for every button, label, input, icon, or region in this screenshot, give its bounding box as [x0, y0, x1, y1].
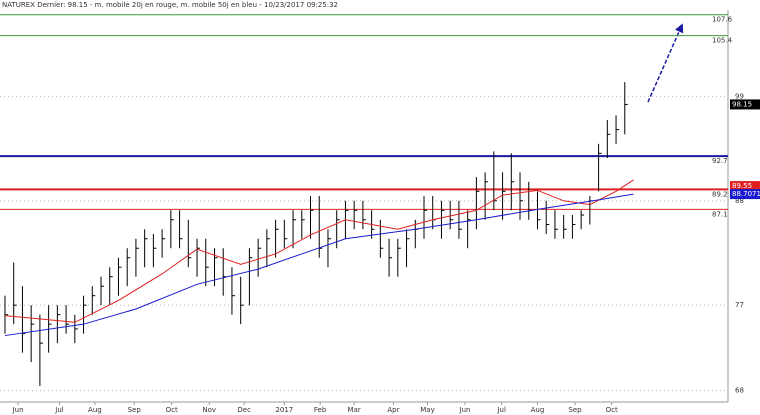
x-tick-label: Mar [348, 406, 361, 414]
price-tag-label: 98.15 [732, 100, 752, 108]
moving-average [4, 193, 634, 337]
price-tag [730, 181, 760, 192]
moving-average [4, 179, 634, 323]
x-tick-label: 2017 [275, 406, 293, 414]
x-tick-label: Aug [531, 406, 545, 414]
x-tick-label: Oct [606, 406, 618, 414]
y-tick-label: 77 [735, 301, 744, 309]
x-tick-label: Jul [496, 406, 506, 414]
price-tag [730, 99, 760, 110]
chart-title: NATUREX Dernier: 98.15 - m. mobile 20j e… [2, 1, 338, 9]
x-tick-label: Apr [387, 406, 399, 414]
x-tick-label: May [420, 406, 434, 414]
level-label: 105.4 [712, 37, 733, 45]
price-tag-label: 88.7071 [732, 190, 760, 198]
y-tick-label: 99 [735, 92, 744, 100]
level-label: 92.7 [712, 157, 728, 165]
x-tick-label: Dec [237, 406, 251, 414]
x-tick-label: Oct [166, 406, 178, 414]
level-label: 87.1 [712, 210, 728, 218]
x-tick-label: Feb [314, 406, 327, 414]
x-tick-label: Jun [12, 406, 24, 414]
level-label: 89.2 [712, 190, 728, 198]
price-tag-label: 89.55 [732, 182, 752, 190]
y-tick-label: 68 [735, 387, 744, 395]
x-tick-label: Aug [88, 406, 102, 414]
x-tick-label: Sep [568, 406, 582, 414]
trend-arrow [647, 23, 684, 103]
x-tick-label: Jun [459, 406, 471, 414]
price-tag [730, 189, 760, 200]
level-label: 107.6 [712, 16, 733, 24]
x-tick-label: Nov [202, 406, 216, 414]
x-tick-label: Jul [54, 406, 64, 414]
x-tick-label: Sep [128, 406, 142, 414]
y-tick-label: 88 [735, 197, 744, 205]
